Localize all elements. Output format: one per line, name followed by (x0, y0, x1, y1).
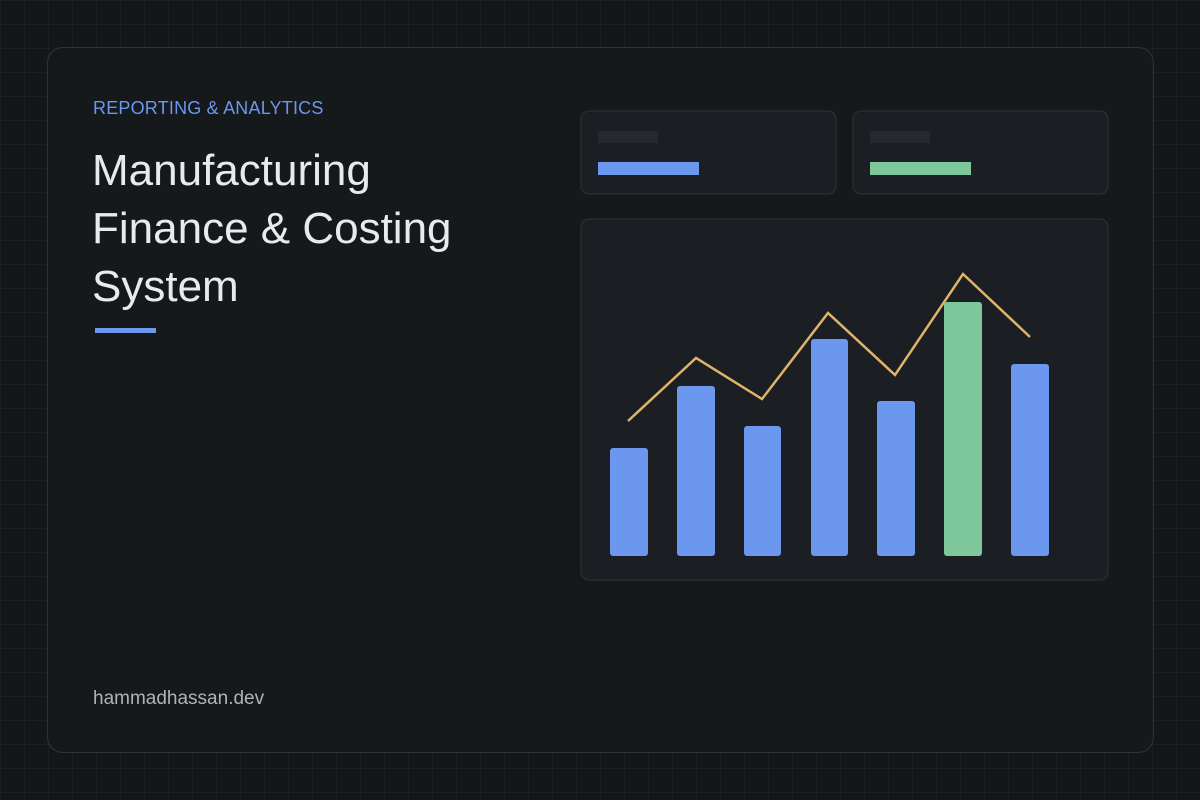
bar (877, 401, 915, 556)
bar (610, 448, 648, 556)
title: Manufacturing Finance & Costing System (92, 146, 452, 311)
bar (944, 302, 982, 556)
site-link: hammadhassan.dev (93, 688, 265, 709)
eyebrow: REPORTING & ANALYTICS (93, 98, 324, 118)
kpi-panel (580, 110, 837, 195)
bar (744, 426, 781, 556)
kpi-placeholder (870, 131, 930, 143)
kpi-bar (870, 162, 971, 175)
accent-bar (95, 328, 156, 333)
bar (811, 339, 848, 556)
kpi-placeholder (598, 131, 658, 143)
trend-line (627, 272, 1031, 422)
kpi-bar (598, 162, 699, 175)
kpi-panel (852, 110, 1109, 195)
bar (677, 386, 715, 556)
bar (1011, 364, 1049, 556)
